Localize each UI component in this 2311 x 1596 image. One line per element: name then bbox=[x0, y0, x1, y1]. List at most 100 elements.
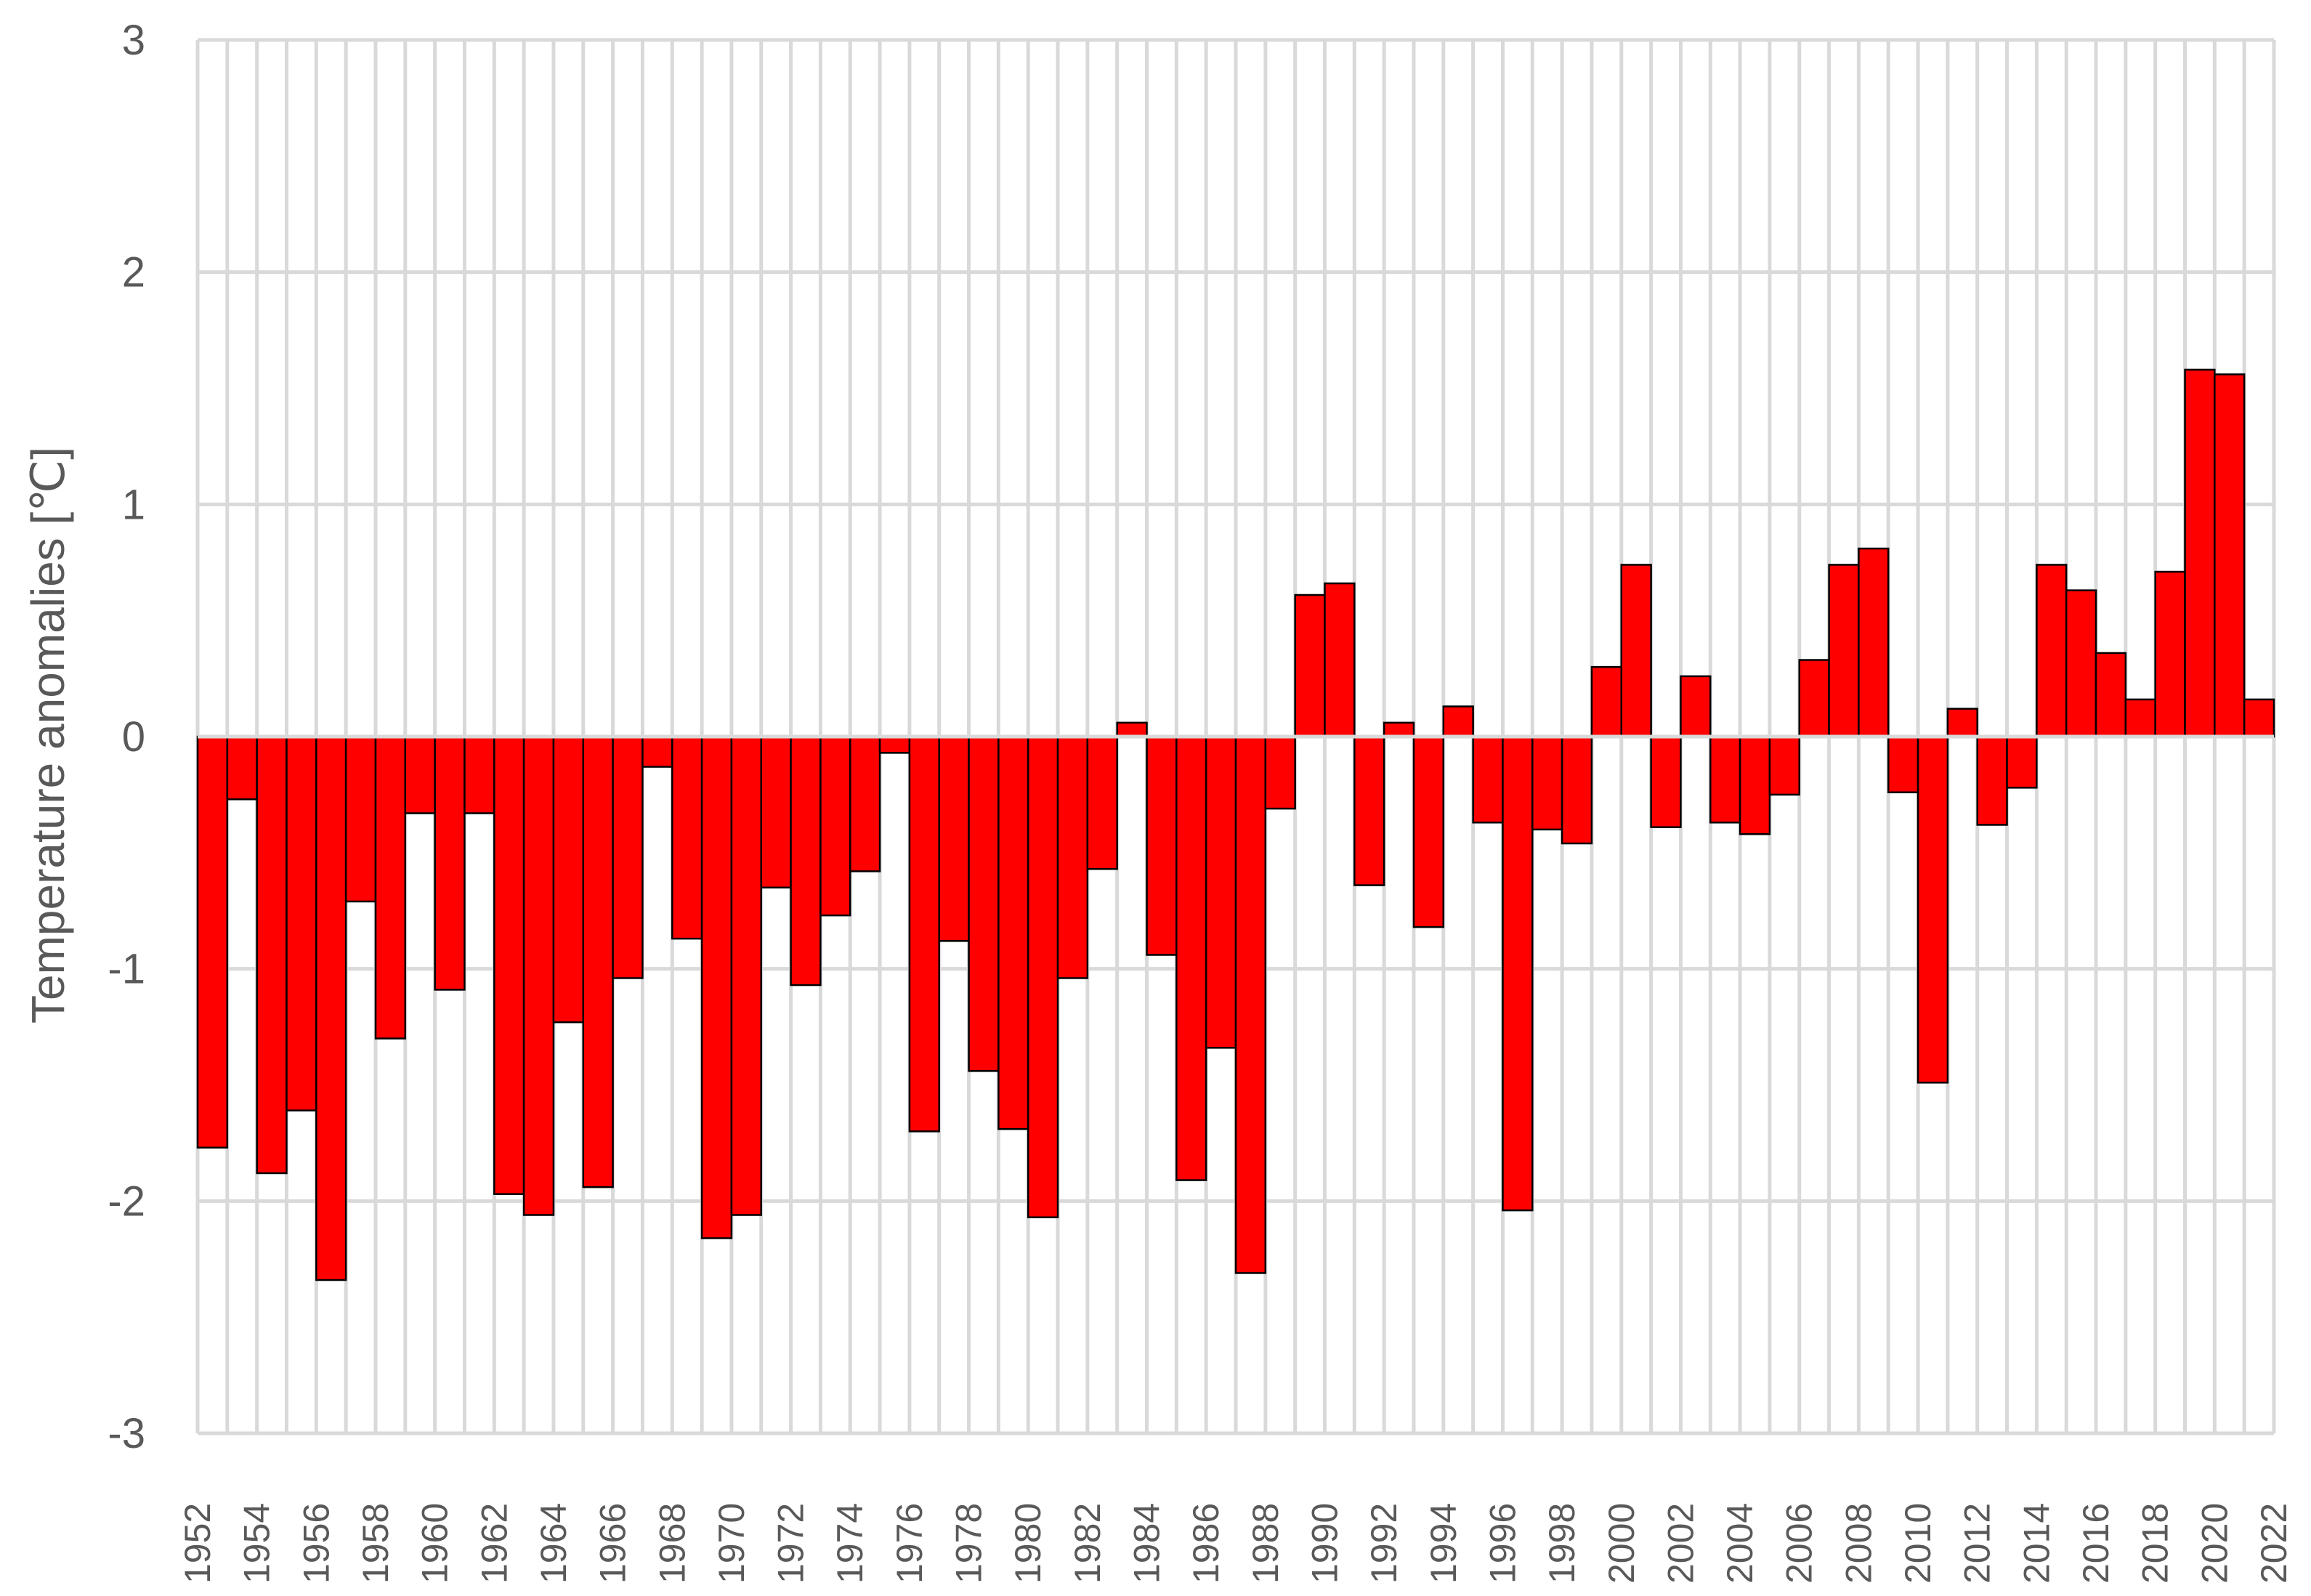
bar-1977 bbox=[938, 735, 970, 942]
x-tick-label: 1966 bbox=[593, 1503, 634, 1584]
x-tick-label: 1996 bbox=[1482, 1503, 1523, 1584]
y-tick-labels: 3 2 1 0 -1 -2 -3 bbox=[108, 17, 145, 1457]
bar-2020 bbox=[2214, 373, 2246, 738]
bar-1984 bbox=[1146, 735, 1178, 956]
y-tick-label: 1 bbox=[122, 481, 145, 528]
bar-2010 bbox=[1917, 735, 1949, 1084]
x-tick-label: 1984 bbox=[1127, 1503, 1167, 1584]
x-tick-label: 1982 bbox=[1067, 1503, 1108, 1584]
bar-1969 bbox=[700, 735, 733, 1239]
bar-1954 bbox=[256, 735, 288, 1175]
bar-1963 bbox=[522, 735, 555, 1216]
bar-1962 bbox=[493, 735, 525, 1195]
x-tick-label: 1986 bbox=[1186, 1503, 1226, 1584]
bar-1995 bbox=[1472, 735, 1504, 824]
bar-1955 bbox=[286, 735, 317, 1111]
bar-1983 bbox=[1116, 721, 1148, 738]
bar-1993 bbox=[1412, 735, 1445, 928]
x-tick-label: 1970 bbox=[711, 1503, 752, 1584]
x-tick-label: 2000 bbox=[1601, 1503, 1642, 1584]
bar-2011 bbox=[1946, 708, 1978, 738]
bar-1998 bbox=[1561, 735, 1593, 845]
bar-1997 bbox=[1531, 735, 1563, 831]
x-tick-label: 2010 bbox=[1898, 1503, 1938, 1584]
bar-2001 bbox=[1650, 735, 1682, 828]
x-tick-label: 1952 bbox=[177, 1503, 218, 1584]
bar-1994 bbox=[1442, 705, 1474, 738]
bar-2009 bbox=[1887, 735, 1919, 793]
bar-1968 bbox=[671, 735, 703, 940]
bar-1967 bbox=[642, 735, 673, 768]
x-tick-label: 1958 bbox=[355, 1503, 396, 1584]
x-tick-label: 1980 bbox=[1008, 1503, 1048, 1584]
x-tick-label: 2008 bbox=[1838, 1503, 1879, 1584]
bar-2018 bbox=[2154, 570, 2186, 738]
x-tick-labels: 1952 1954 1956 1958 1960 1962 1964 1966 1968 1970… bbox=[177, 1503, 2294, 1584]
bar-2006 bbox=[1798, 659, 1830, 738]
x-tick-label: 2014 bbox=[2016, 1503, 2057, 1584]
bar-2000 bbox=[1620, 564, 1652, 738]
bar-1966 bbox=[612, 735, 644, 979]
y-tick-label: 0 bbox=[122, 713, 145, 761]
bar-1978 bbox=[968, 735, 1000, 1072]
bar-1980 bbox=[1027, 735, 1059, 1218]
bar-2005 bbox=[1768, 735, 1800, 796]
bar-2017 bbox=[2124, 698, 2156, 738]
bar-1981 bbox=[1056, 735, 1089, 979]
bar-1992 bbox=[1383, 721, 1415, 738]
bar-1956 bbox=[315, 735, 347, 1281]
x-tick-label: 1990 bbox=[1304, 1503, 1345, 1584]
bar-2013 bbox=[2006, 735, 2038, 789]
y-tick-label: -1 bbox=[108, 946, 145, 993]
x-tick-label: 2016 bbox=[2076, 1503, 2116, 1584]
bar-1976 bbox=[908, 735, 940, 1133]
x-tick-label: 1962 bbox=[474, 1503, 514, 1584]
bar-2003 bbox=[1709, 735, 1741, 824]
bar-1952 bbox=[196, 735, 229, 1149]
bar-1973 bbox=[819, 735, 851, 917]
bar-1960 bbox=[434, 735, 466, 991]
bar-2008 bbox=[1858, 547, 1890, 738]
x-tick-label: 2020 bbox=[2194, 1503, 2235, 1584]
x-tick-label: 1976 bbox=[889, 1503, 930, 1584]
bar-2012 bbox=[1976, 735, 2008, 826]
bar-1972 bbox=[790, 735, 822, 987]
bar-1964 bbox=[552, 735, 585, 1024]
bars bbox=[196, 368, 2275, 1281]
bar-1982 bbox=[1086, 735, 1118, 870]
bar-1959 bbox=[404, 735, 436, 814]
x-tick-label: 2022 bbox=[2254, 1503, 2294, 1584]
bar-1990 bbox=[1324, 582, 1356, 738]
y-axis-label: Temperature anomalies [℃] bbox=[22, 447, 74, 1024]
x-tick-label: 2012 bbox=[1957, 1503, 1998, 1584]
bar-1958 bbox=[374, 735, 407, 1040]
bar-2014 bbox=[2036, 564, 2068, 738]
bar-1986 bbox=[1205, 735, 1237, 1049]
bar-1974 bbox=[849, 735, 881, 872]
x-tick-label: 2018 bbox=[2135, 1503, 2176, 1584]
x-tick-label: 1964 bbox=[533, 1503, 574, 1584]
x-tick-label: 1998 bbox=[1542, 1503, 1582, 1584]
x-tick-label: 1988 bbox=[1245, 1503, 1286, 1584]
bar-2016 bbox=[2095, 652, 2127, 738]
bar-1989 bbox=[1294, 594, 1326, 738]
x-tick-label: 1972 bbox=[771, 1503, 812, 1584]
bar-1971 bbox=[760, 735, 792, 889]
bar-1961 bbox=[464, 735, 495, 814]
x-tick-label: 2006 bbox=[1779, 1503, 1820, 1584]
x-tick-label: 1954 bbox=[237, 1503, 278, 1584]
x-tick-label: 1974 bbox=[830, 1503, 870, 1584]
x-tick-label: 2002 bbox=[1660, 1503, 1701, 1584]
bar-1996 bbox=[1502, 735, 1534, 1212]
bar-1965 bbox=[582, 735, 614, 1188]
bar-1979 bbox=[997, 735, 1029, 1130]
y-tick-label: -3 bbox=[108, 1410, 145, 1457]
bar-2004 bbox=[1739, 735, 1771, 835]
y-tick-label: 3 bbox=[122, 17, 145, 64]
bar-2002 bbox=[1680, 675, 1712, 738]
x-tick-label: 1968 bbox=[652, 1503, 692, 1584]
bar-1975 bbox=[878, 735, 911, 754]
bar-1987 bbox=[1234, 735, 1267, 1274]
